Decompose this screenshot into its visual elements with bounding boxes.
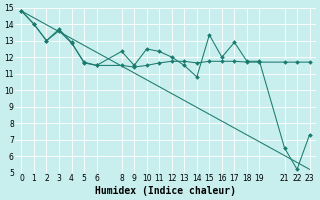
X-axis label: Humidex (Indice chaleur): Humidex (Indice chaleur) [95, 186, 236, 196]
